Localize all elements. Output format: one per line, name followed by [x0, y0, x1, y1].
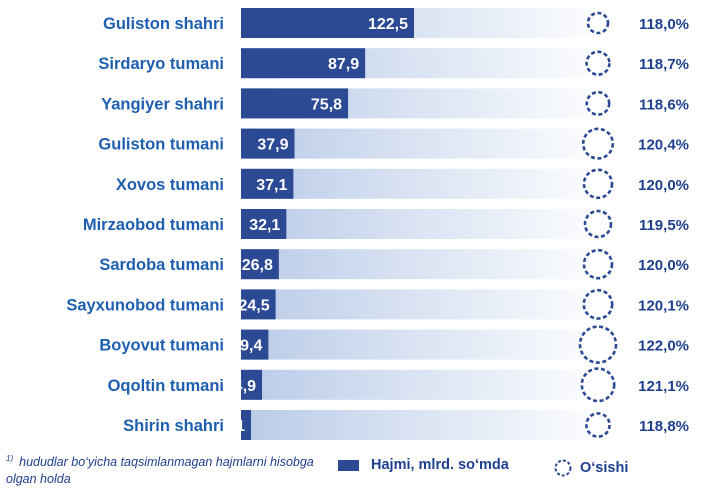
growth-gear — [582, 248, 614, 280]
category-label: Boyovut tumani — [99, 337, 224, 355]
bar-value-label: 19,4 — [231, 338, 262, 355]
growth-gear — [580, 367, 616, 403]
growth-gear — [585, 90, 611, 116]
legend-label-volume: Hajmi, mlrd. so‘mda — [371, 457, 509, 473]
bar-track — [241, 329, 612, 360]
bar-track — [241, 128, 612, 159]
growth-value-label: 118,7% — [639, 56, 689, 73]
growth-gear — [581, 127, 615, 160]
growth-value-label: 118,8% — [639, 418, 689, 435]
bar-value-label: 87,9 — [328, 56, 359, 73]
bar — [241, 369, 263, 400]
growth-value-label: 120,0% — [638, 177, 689, 194]
bar — [241, 249, 279, 280]
bar-value-label: 32,1 — [249, 217, 280, 234]
bar — [241, 8, 414, 38]
legend-label-growth: O‘sishi — [580, 460, 629, 476]
growth-value-label: 120,4% — [638, 137, 689, 154]
bar-track — [241, 249, 612, 280]
footnote-marker: 1) — [6, 454, 14, 463]
growth-gear — [582, 288, 614, 320]
growth-gear — [583, 209, 613, 239]
growth-gear — [585, 50, 611, 76]
bar-track — [241, 369, 612, 400]
gear-icon — [554, 459, 572, 477]
bar-track — [241, 410, 612, 440]
category-label: Shirin shahri — [123, 417, 224, 435]
growth-value-label: 121,1% — [638, 378, 689, 395]
growth-gear — [586, 11, 610, 35]
growth-value-label: 120,1% — [638, 297, 689, 314]
bar-track — [241, 209, 612, 239]
bar — [241, 289, 276, 320]
bar — [241, 209, 287, 239]
bar-value-label: 37,1 — [256, 177, 287, 194]
growth-value-label: 122,0% — [638, 338, 689, 355]
bar — [241, 329, 269, 360]
bar — [241, 88, 349, 119]
growth-gear — [582, 168, 614, 200]
bar-value-label: 14,9 — [225, 378, 256, 395]
category-label: Sardoba tumani — [99, 256, 224, 274]
footnote-text: hududlar bo‘yicha taqsimlanmagan hajmlar… — [6, 455, 314, 487]
bar — [241, 410, 252, 440]
bar-value-label: 75,8 — [311, 96, 342, 113]
legend-swatch-bar — [338, 459, 359, 471]
bar-track — [241, 168, 612, 199]
legend-item-volume: Hajmi, mlrd. so‘mda — [338, 457, 509, 473]
bar-chart: Guliston shahri 122,5 118,0% Sirdaryo tuman… — [66, 8, 689, 440]
category-label: Yangiyer shahri — [101, 95, 224, 113]
bar — [241, 128, 295, 159]
category-label: Oqoltin tumani — [108, 377, 224, 395]
category-label: Sirdaryo tumani — [98, 55, 224, 73]
bar — [241, 168, 294, 199]
category-label: Guliston tumani — [98, 136, 224, 154]
bar — [241, 48, 366, 79]
category-label: Sayxunobod tumani — [66, 296, 224, 314]
category-label: Guliston shahri — [103, 15, 224, 33]
bar-value-label: 122,5 — [368, 16, 408, 33]
bar-value-label: 26,8 — [242, 257, 273, 274]
bar-value-label: 7,1 — [223, 418, 245, 435]
footnote: 1) hududlar bo‘yicha taqsimlanmagan hajml… — [6, 450, 326, 488]
bar-value-label: 37,9 — [257, 137, 288, 154]
bar-value-label: 24,5 — [238, 297, 269, 314]
legend-item-growth: O‘sishi — [552, 457, 628, 479]
growth-gear — [578, 325, 618, 364]
growth-value-label: 120,0% — [638, 257, 689, 274]
category-label: Xovos tumani — [116, 176, 224, 194]
bar-track — [241, 289, 612, 320]
category-label: Mirzaobod tumani — [83, 216, 224, 234]
growth-value-label: 118,6% — [639, 96, 689, 113]
growth-value-label: 119,5% — [639, 217, 689, 234]
growth-value-label: 118,0% — [639, 16, 689, 33]
growth-gear — [585, 412, 611, 438]
